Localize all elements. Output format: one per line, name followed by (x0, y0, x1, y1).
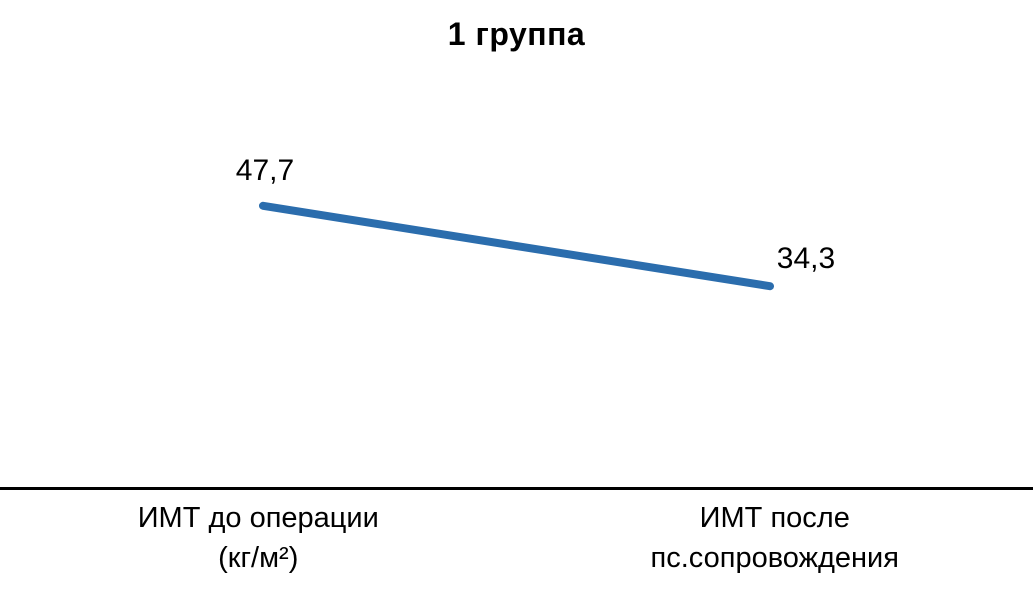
category-label-before-line2: (кг/м²) (218, 542, 299, 574)
x-axis-line (0, 487, 1033, 490)
series-line (259, 201, 774, 291)
category-label-before-line1: ИМТ до операции (137, 502, 379, 534)
chart-title: 1 группа (447, 16, 586, 52)
category-label-after: ИМТ после пс.сопровождения (517, 498, 1033, 578)
data-label-after: 34,3 (776, 242, 836, 276)
x-axis-labels: ИМТ до операции (кг/м²) ИМТ после пс.соп… (0, 498, 1033, 578)
category-label-after-line2: пс.сопровождения (650, 542, 899, 574)
category-label-before: ИМТ до операции (кг/м²) (0, 498, 517, 578)
category-label-after-line1: ИМТ после (699, 502, 850, 534)
data-label-before: 47,7 (235, 153, 295, 187)
